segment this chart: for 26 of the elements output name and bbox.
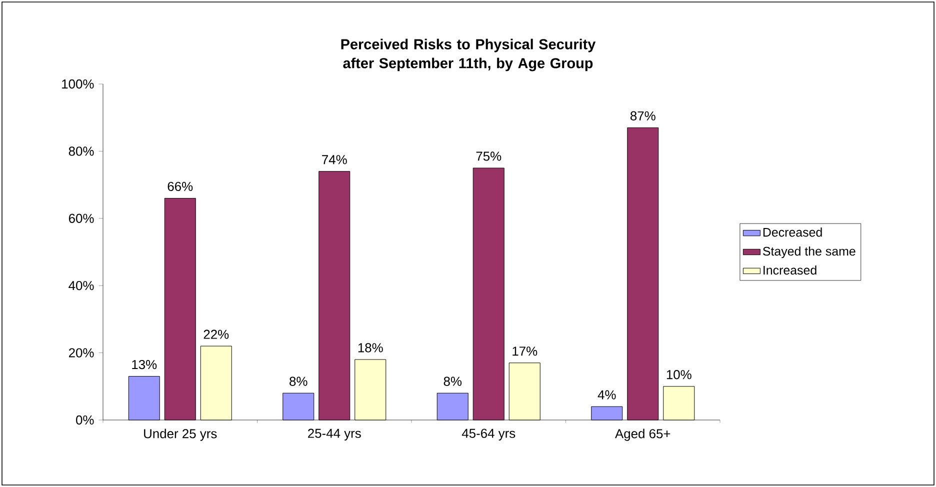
legend-label: Decreased: [763, 228, 822, 237]
data-label: 74%: [322, 155, 347, 164]
y-tick-label: 80%: [68, 146, 94, 156]
data-label: 87%: [630, 111, 656, 120]
data-label: 8%: [444, 376, 462, 386]
data-label: 4%: [598, 390, 616, 400]
x-tick-label: 45-64 yrs: [462, 428, 516, 440]
data-label: 17%: [512, 346, 538, 356]
data-label: 66%: [168, 182, 193, 192]
data-label: 13%: [132, 360, 157, 370]
x-tick-label: 25-44 yrs: [308, 428, 361, 440]
y-tick-label: 20%: [68, 348, 94, 358]
data-label: 18%: [358, 343, 383, 352]
y-tick-label: 60%: [68, 214, 94, 223]
x-tick-label: Under 25 yrs: [144, 428, 217, 441]
x-tick-label: Aged 65+: [615, 428, 670, 441]
legend-label: Increased: [764, 265, 816, 275]
y-tick-label: 100%: [62, 79, 94, 89]
legend-label: Stayed the same: [763, 246, 856, 258]
y-tick-label: 40%: [68, 281, 94, 290]
data-label: 10%: [666, 370, 692, 380]
chart-title: Perceived Risks to Physical Security after September 11th, by Age Group: [341, 38, 596, 72]
data-label: 75%: [476, 152, 502, 161]
y-tick-label: 0%: [76, 415, 94, 425]
data-label: 8%: [290, 376, 308, 386]
data-label: 22%: [204, 330, 229, 339]
